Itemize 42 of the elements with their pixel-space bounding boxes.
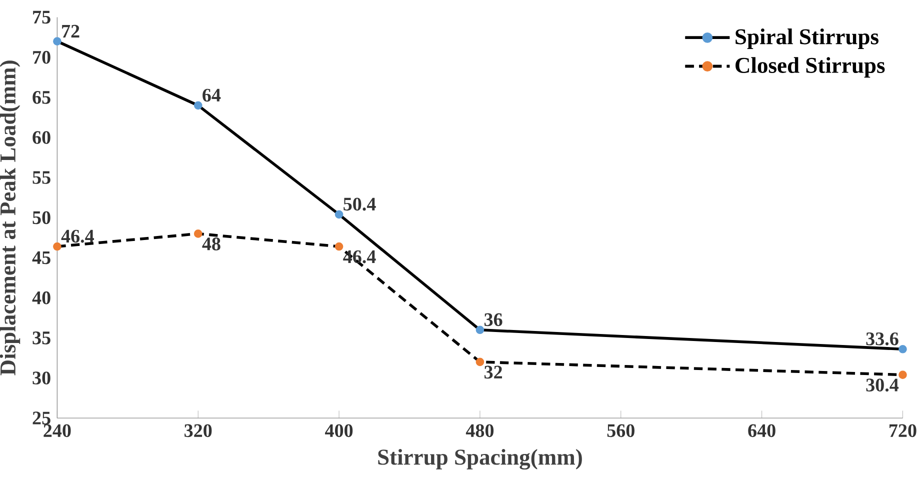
data-label: 46.4 — [61, 230, 94, 243]
x-tick-label: 400 — [325, 424, 353, 438]
data-label: 36 — [484, 313, 502, 326]
data-label: 50.4 — [344, 198, 376, 211]
point — [53, 242, 62, 251]
y-tick-label: 65 — [32, 91, 50, 104]
point — [898, 370, 907, 379]
x-tick-label: 720 — [890, 424, 916, 438]
data-label: 46.4 — [343, 250, 376, 264]
y-tick-label: 75 — [33, 10, 50, 24]
x-tick-label: 560 — [607, 424, 634, 438]
y-tick-label: 25 — [32, 412, 50, 424]
data-label: 30.4 — [866, 378, 899, 392]
data-label: 32 — [484, 366, 502, 379]
x-tick-label: 240 — [44, 424, 71, 438]
point — [194, 230, 202, 238]
data-label: 33.6 — [866, 332, 898, 346]
x-axis-title: Stirrup Spacing(mm) — [378, 448, 582, 470]
point — [476, 358, 484, 366]
y-tick-label: 45 — [32, 251, 50, 264]
y-tick-label: 50 — [32, 211, 50, 224]
data-label: 64 — [202, 88, 221, 102]
y-tick-label: 35 — [32, 332, 50, 344]
y-tick-label: 70 — [33, 50, 50, 64]
data-label: 72 — [62, 24, 80, 38]
point — [898, 344, 907, 354]
y-tick-label: 55 — [32, 171, 50, 184]
point — [334, 210, 344, 219]
point — [194, 101, 202, 110]
x-tick-label: 640 — [748, 424, 776, 438]
y-tick-label: 60 — [32, 131, 50, 144]
y-axis-title: Displacement at Peak Load(mm) — [0, 60, 20, 376]
x-tick-label: 480 — [466, 424, 494, 438]
point — [334, 242, 344, 251]
y-tick-label: 30 — [32, 372, 50, 384]
legend-label: Spiral Stirrups — [736, 28, 878, 49]
x-tick-label: 320 — [184, 424, 212, 438]
data-label: 48 — [202, 238, 220, 250]
point — [476, 326, 484, 334]
y-tick-label: 40 — [32, 291, 50, 304]
point — [53, 37, 62, 46]
legend-label: Closed Stirrups — [736, 57, 885, 78]
